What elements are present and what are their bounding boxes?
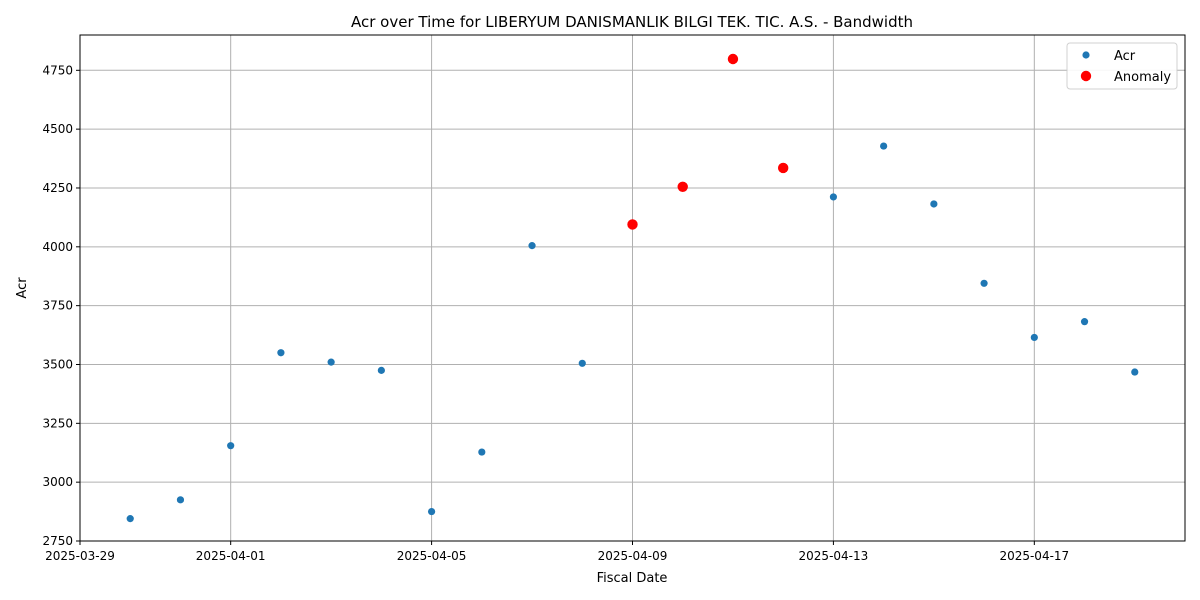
y-tick-label: 2750 bbox=[42, 534, 73, 548]
acr-point bbox=[427, 507, 436, 516]
acr-point bbox=[1131, 368, 1139, 376]
y-tick-label: 3500 bbox=[42, 357, 73, 371]
y-tick-label: 3250 bbox=[42, 416, 73, 430]
y-axis-title: Acr bbox=[15, 277, 30, 299]
acr-point bbox=[1030, 333, 1038, 342]
legend-marker-acr bbox=[1082, 51, 1090, 59]
legend-label-anomaly: Anomaly bbox=[1114, 70, 1171, 85]
x-tick-label: 2025-04-01 bbox=[196, 549, 266, 563]
y-tick-label: 4250 bbox=[42, 181, 73, 195]
anomaly-point bbox=[677, 181, 688, 192]
legend-label-acr: Acr bbox=[1114, 49, 1136, 64]
y-tick-label: 4750 bbox=[42, 63, 73, 77]
x-tick-label: 2025-04-09 bbox=[598, 549, 668, 563]
acr-point bbox=[930, 200, 938, 208]
acr-point bbox=[528, 242, 536, 250]
y-tick-label: 4000 bbox=[42, 240, 73, 254]
chart-title: Acr over Time for LIBERYUM DANISMANLIK B… bbox=[351, 13, 913, 31]
axis-ticks: 2025-03-29 2025-04-01 2025-04-05 2025-04-09… bbox=[42, 63, 1069, 563]
acr-point bbox=[829, 193, 838, 201]
acr-point bbox=[377, 366, 385, 374]
x-axis-title: Fiscal Date bbox=[597, 571, 668, 586]
acr-point bbox=[478, 448, 486, 456]
x-tick-label: 2025-04-05 bbox=[397, 549, 467, 563]
acr-point bbox=[578, 359, 586, 367]
acr-point bbox=[176, 496, 185, 504]
legend-marker-anomaly bbox=[1080, 70, 1092, 82]
y-tick-label: 3750 bbox=[42, 299, 73, 313]
acr-point bbox=[880, 142, 888, 150]
legend-box bbox=[1066, 42, 1178, 90]
anomaly-point bbox=[627, 219, 638, 230]
acr-point bbox=[227, 442, 235, 450]
acr-point bbox=[277, 349, 285, 357]
y-tick-label: 3000 bbox=[42, 475, 73, 489]
x-tick-label: 2025-04-17 bbox=[999, 549, 1069, 563]
legend: Acr Anomaly bbox=[1066, 42, 1178, 90]
x-tick-label: 2025-04-13 bbox=[799, 549, 869, 563]
acr-point bbox=[1080, 318, 1089, 326]
y-tick-label: 4500 bbox=[42, 122, 73, 136]
data-points bbox=[126, 53, 1139, 523]
anomaly-point bbox=[777, 162, 789, 174]
x-tick-label: 2025-03-29 bbox=[45, 549, 115, 563]
grid bbox=[79, 35, 1185, 542]
acr-point bbox=[980, 279, 988, 287]
acr-point bbox=[126, 515, 134, 523]
anomaly-point bbox=[727, 53, 739, 65]
acr-point bbox=[327, 358, 335, 366]
